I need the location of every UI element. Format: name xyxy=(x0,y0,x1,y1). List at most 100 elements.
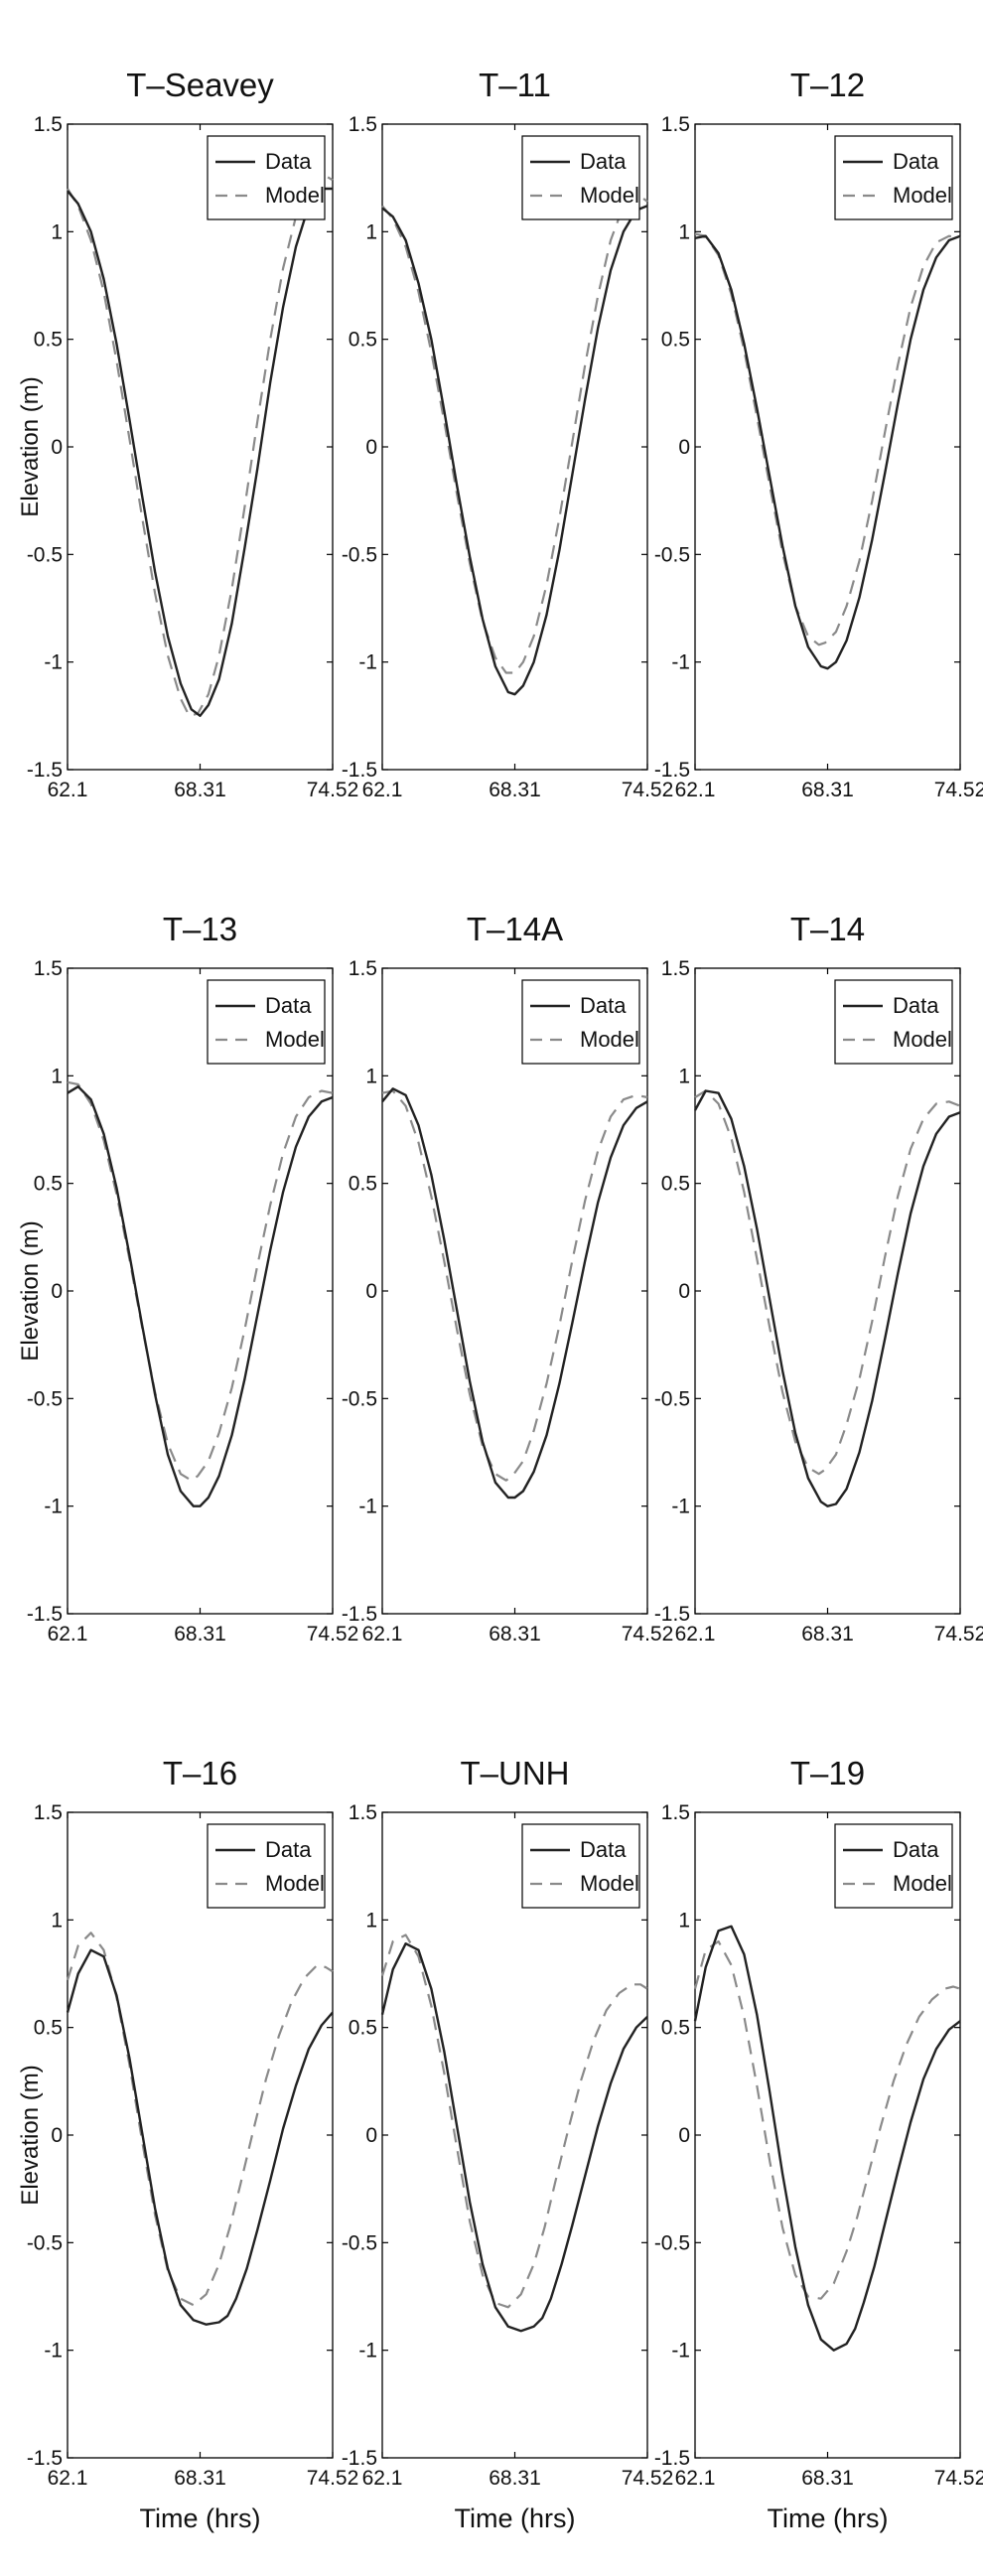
y-tick-label: 0.5 xyxy=(661,1173,690,1196)
y-tick-label: -1.5 xyxy=(342,1603,377,1626)
model-series-line xyxy=(66,1932,334,2307)
y-tick-label: -0.5 xyxy=(27,2231,63,2254)
legend-data-label: Data xyxy=(893,149,939,174)
panel-7: T–16 1.5 1 0.5 0 -0.5 -1 -1.562.1 68.31 74.52 Data… xyxy=(17,1755,358,2533)
y-tick-label: 0.5 xyxy=(661,2017,690,2040)
y-tick-label: 1 xyxy=(365,1909,377,1932)
y-tick-label: -1.5 xyxy=(342,759,377,782)
x-tick-label: 74.52 xyxy=(622,1623,674,1646)
y-tick-label: -1.5 xyxy=(654,1603,690,1626)
panel-title: T–14A xyxy=(467,911,563,947)
data-series-line xyxy=(67,187,333,717)
y-tick-label: -0.5 xyxy=(654,2231,690,2254)
y-axis-label: Elevation (m) xyxy=(17,376,44,516)
x-tick-label: 74.52 xyxy=(934,779,983,801)
y-tick-label: 1.5 xyxy=(349,113,377,136)
legend-data-label: Data xyxy=(893,993,939,1018)
y-tick-label: 1.5 xyxy=(349,1801,377,1824)
panel-3: T–12 1.5 1 0.5 0 -0.5 -1 -1.562.1 68.31 74.52 Data… xyxy=(654,67,983,801)
legend: Data Model xyxy=(521,135,640,220)
panel-title: T–13 xyxy=(163,911,237,947)
y-tick-label: -1.5 xyxy=(27,2447,63,2470)
x-tick-label: 62.1 xyxy=(48,1623,88,1646)
legend: Data Model xyxy=(521,979,640,1065)
legend-box xyxy=(521,979,640,1065)
x-tick-label: 74.52 xyxy=(307,2467,359,2490)
x-tick-label: 68.31 xyxy=(801,1623,854,1646)
x-tick-label: 62.1 xyxy=(48,2467,88,2490)
legend-model-label: Model xyxy=(580,1027,639,1052)
x-tick-label: 68.31 xyxy=(174,1623,226,1646)
legend-model-label: Model xyxy=(265,1027,325,1052)
panel-title: T–Seavey xyxy=(126,67,274,103)
data-series-line xyxy=(380,1941,648,2333)
y-tick-label: -0.5 xyxy=(27,1387,63,1410)
y-tick-label: 1 xyxy=(678,1065,690,1087)
legend-box xyxy=(207,1823,326,1909)
y-axis-label: Elevation (m) xyxy=(17,2065,44,2205)
x-tick-label: 62.1 xyxy=(362,779,403,801)
y-tick-label: 0 xyxy=(678,436,690,459)
y-tick-label: 1.5 xyxy=(349,957,377,980)
y-tick-label: -1 xyxy=(671,651,690,674)
legend-data-label: Data xyxy=(265,1837,312,1862)
legend-model-label: Model xyxy=(580,183,639,208)
plot-frame xyxy=(381,967,648,1615)
model-series-line xyxy=(67,1080,334,1482)
data-series-line xyxy=(693,1925,961,2352)
data-series-line xyxy=(66,1948,334,2326)
x-tick-label: 68.31 xyxy=(489,2467,541,2490)
y-tick-label: 0 xyxy=(51,2124,63,2147)
legend-data-label: Data xyxy=(580,993,627,1018)
plot-frame xyxy=(67,1811,334,2459)
panel-title: T–16 xyxy=(163,1755,237,1791)
legend-box xyxy=(834,1823,953,1909)
legend-data-label: Data xyxy=(580,1837,627,1862)
y-tick-label: -0.5 xyxy=(654,543,690,566)
y-tick-label: -0.5 xyxy=(342,2231,377,2254)
plot-frame xyxy=(381,1811,648,2459)
data-series-line xyxy=(693,1089,961,1507)
x-tick-label: 62.1 xyxy=(362,1623,403,1646)
panel-6: T–14 1.5 1 0.5 0 -0.5 -1 -1.562.1 68.31 74.52 Data… xyxy=(654,911,983,1646)
y-tick-label: -1 xyxy=(671,1496,690,1518)
legend-box xyxy=(521,135,640,220)
legend-model-label: Model xyxy=(893,1027,952,1052)
x-axis-label: Time (hrs) xyxy=(140,2504,261,2533)
y-tick-label: 1.5 xyxy=(34,1801,63,1824)
panel-1: T–Seavey 1.5 1 0.5 0 -0.5 -1 -1.562.1 68.31 74.52… xyxy=(17,67,358,801)
y-tick-label: 1 xyxy=(51,220,63,243)
y-tick-label: 1 xyxy=(678,220,690,243)
model-series-line xyxy=(381,192,648,674)
legend-model-label: Model xyxy=(265,183,325,208)
y-tick-label: 0.5 xyxy=(34,329,63,352)
legend-box xyxy=(207,979,326,1065)
model-series-line xyxy=(694,232,961,646)
plot-frame xyxy=(694,123,961,771)
plot-frame xyxy=(381,123,648,771)
y-tick-label: -1 xyxy=(44,651,63,674)
model-series-line xyxy=(381,1089,648,1482)
data-series-line xyxy=(694,234,961,670)
legend-data-label: Data xyxy=(265,993,312,1018)
y-tick-label: 0.5 xyxy=(349,329,377,352)
legend-data-label: Data xyxy=(893,1837,939,1862)
legend: Data Model xyxy=(834,1823,953,1909)
y-tick-label: -0.5 xyxy=(27,543,63,566)
y-axis-label: Elevation (m) xyxy=(17,1220,44,1360)
y-tick-label: -1.5 xyxy=(27,1603,63,1626)
y-tick-label: 1 xyxy=(365,1065,377,1087)
panel-9: T–19 1.5 1 0.5 0 -0.5 -1 -1.562.1 68.31 74.52 Data… xyxy=(654,1755,983,2533)
data-series-line xyxy=(381,1087,648,1500)
y-tick-label: -1 xyxy=(358,1496,377,1518)
y-tick-label: -1.5 xyxy=(342,2447,377,2470)
x-tick-label: 74.52 xyxy=(934,2467,983,2490)
x-tick-label: 68.31 xyxy=(801,779,854,801)
x-tick-label: 68.31 xyxy=(489,1623,541,1646)
x-tick-label: 62.1 xyxy=(675,779,716,801)
panel-title: T–19 xyxy=(790,1755,865,1791)
plot-frame xyxy=(694,967,961,1615)
y-tick-label: -1 xyxy=(358,2340,377,2362)
y-tick-label: 0 xyxy=(51,1280,63,1303)
legend-data-label: Data xyxy=(580,149,627,174)
